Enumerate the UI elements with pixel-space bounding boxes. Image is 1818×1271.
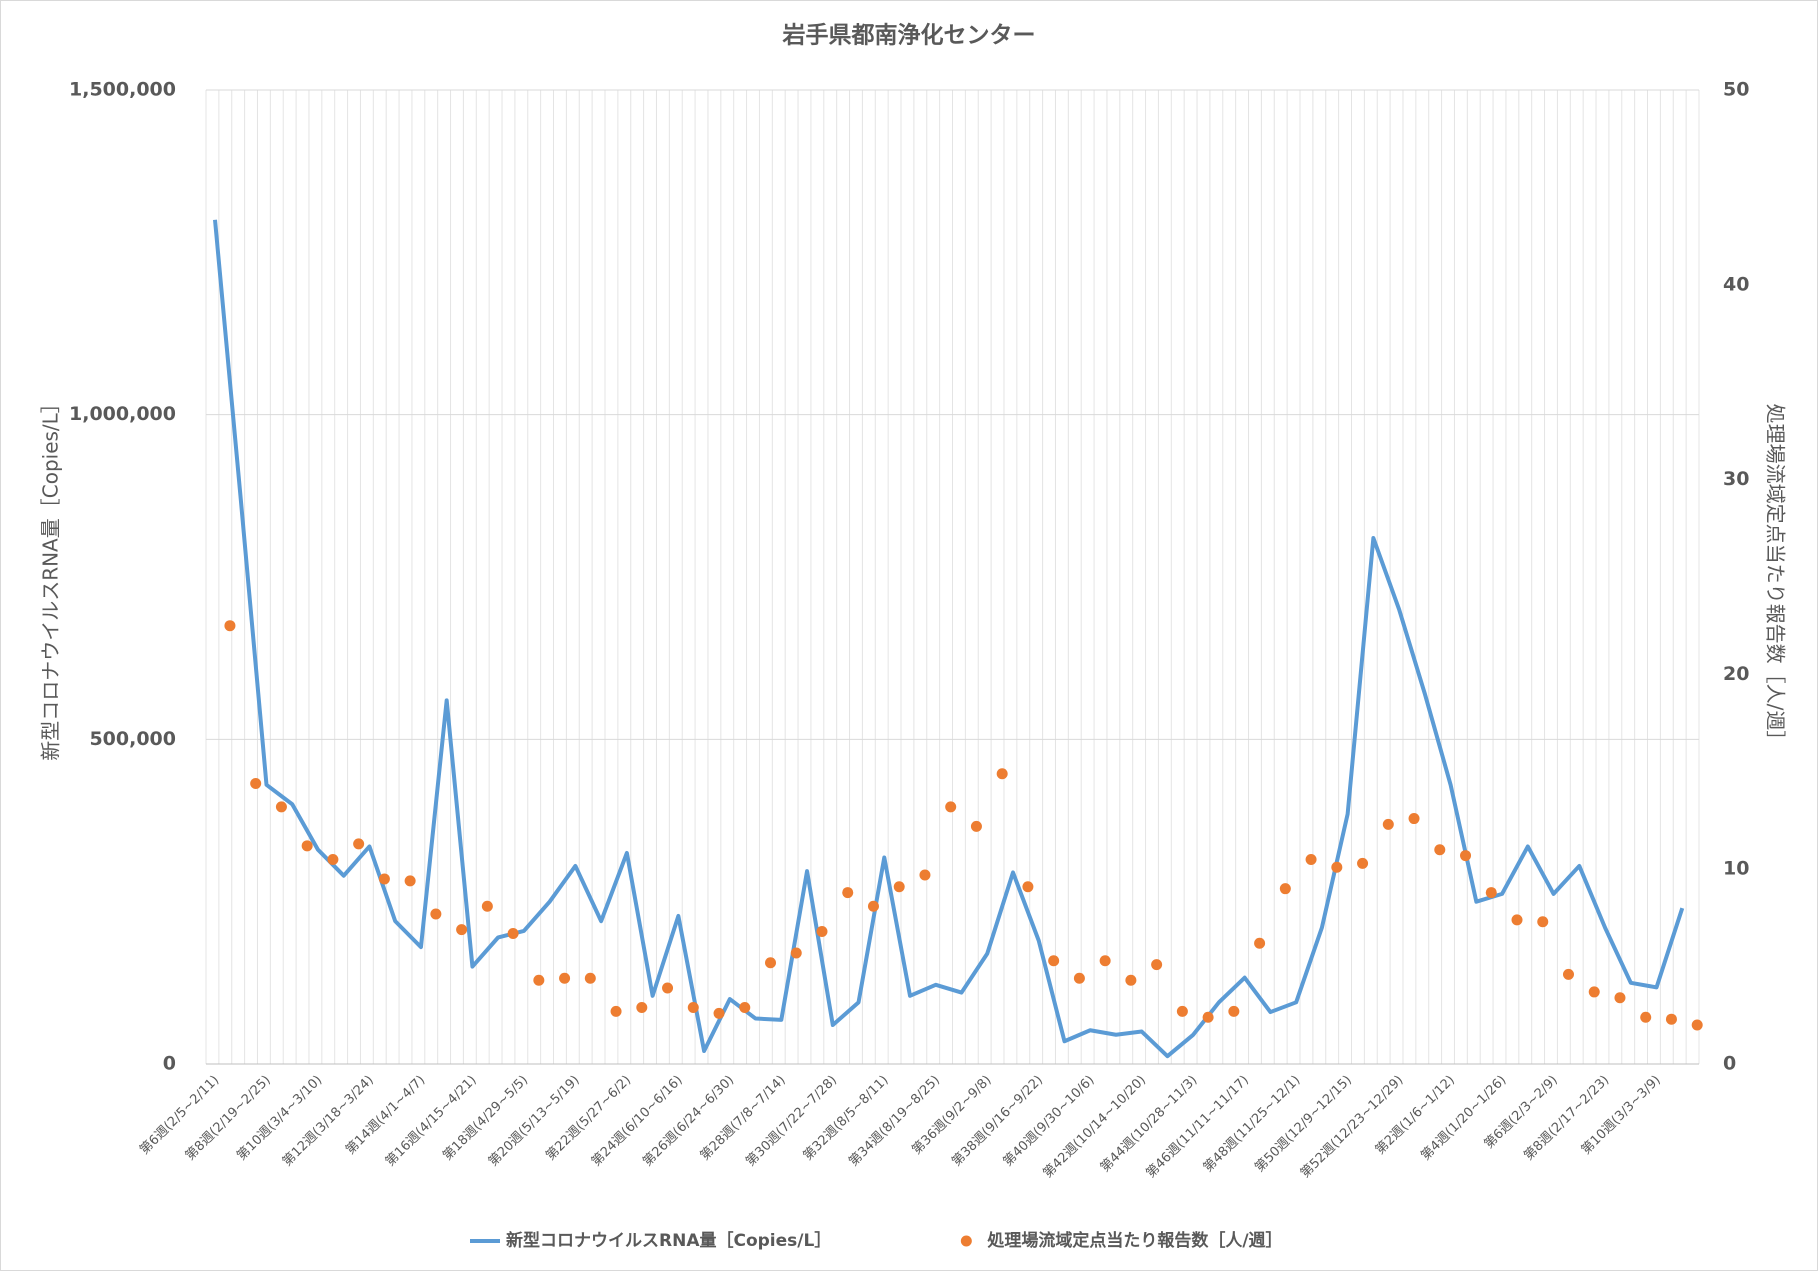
data-point — [1665, 1013, 1677, 1025]
data-point — [1537, 916, 1549, 928]
data-point — [1691, 1019, 1703, 1031]
y2-tick-label: 50 — [1723, 79, 1749, 101]
data-point — [1382, 818, 1394, 830]
y2-tick-label: 20 — [1723, 663, 1749, 685]
data-point — [1228, 1005, 1240, 1017]
data-point — [1279, 883, 1291, 895]
data-point — [481, 900, 493, 912]
y-tick-label: 500,000 — [89, 728, 176, 750]
data-point — [687, 1002, 699, 1014]
y-tick-label: 0 — [163, 1053, 176, 1075]
data-point — [636, 1002, 648, 1014]
data-point — [1640, 1011, 1652, 1023]
data-point — [327, 853, 339, 865]
data-point — [301, 840, 313, 852]
y2-tick-label: 0 — [1723, 1053, 1736, 1075]
y-tick-label: 1,000,000 — [69, 403, 176, 425]
y2-tick-label: 40 — [1723, 273, 1749, 295]
data-point — [867, 900, 879, 912]
data-point — [739, 1002, 751, 1014]
data-line — [213, 219, 1685, 1059]
data-point — [533, 974, 545, 986]
data-point — [430, 908, 442, 920]
chart-title: 岩手県都南浄化センター — [782, 22, 1036, 49]
data-point — [1073, 972, 1085, 984]
y2-tick-label: 10 — [1723, 858, 1749, 880]
data-point — [1588, 986, 1600, 998]
data-point — [353, 838, 365, 850]
data-point — [456, 924, 468, 936]
data-point — [1434, 844, 1446, 856]
data-point — [1357, 857, 1369, 869]
data-point — [893, 881, 905, 893]
data-point — [1048, 955, 1060, 967]
y2-axis-title: 処理場流域定点当たり報告数［人/週］ — [1764, 404, 1788, 751]
data-point — [662, 982, 674, 994]
data-point — [1151, 959, 1163, 971]
data-point — [250, 777, 262, 789]
data-point — [507, 927, 519, 939]
data-point — [275, 801, 287, 813]
data-point — [1254, 937, 1266, 949]
data-point — [1099, 955, 1111, 967]
data-point — [1331, 861, 1343, 873]
data-point — [1511, 914, 1523, 926]
data-point — [1485, 887, 1497, 899]
data-point — [559, 972, 571, 984]
data-point — [1562, 968, 1574, 980]
y-tick-label: 1,500,000 — [69, 79, 176, 101]
data-point — [713, 1007, 725, 1019]
data-point — [919, 869, 931, 881]
data-point — [584, 972, 596, 984]
y2-tick-label: 30 — [1723, 468, 1749, 490]
data-point — [945, 801, 957, 813]
data-point — [378, 873, 390, 885]
data-point — [1305, 853, 1317, 865]
data-point — [1125, 974, 1137, 986]
data-point — [1614, 992, 1626, 1004]
data-point — [1408, 813, 1420, 825]
data-point — [996, 768, 1008, 780]
data-point — [790, 947, 802, 959]
data-point — [1176, 1005, 1188, 1017]
data-point — [816, 926, 828, 938]
data-point — [1460, 850, 1472, 862]
data-point — [842, 887, 854, 899]
data-point — [404, 875, 416, 887]
data-point — [1022, 881, 1034, 893]
legend-label: 処理場流域定点当たり報告数［人/週］ — [986, 1230, 1282, 1251]
data-point — [224, 620, 236, 632]
data-point — [1202, 1011, 1214, 1023]
data-point — [765, 957, 777, 969]
data-point — [970, 820, 982, 832]
legend-label: 新型コロナウイルスRNA量［Copies/L］ — [506, 1230, 831, 1251]
legend-swatch — [960, 1235, 972, 1247]
data-point — [610, 1005, 622, 1017]
y-axis-title: 新型コロナウイルスRNA量［Copies/L］ — [39, 393, 63, 761]
